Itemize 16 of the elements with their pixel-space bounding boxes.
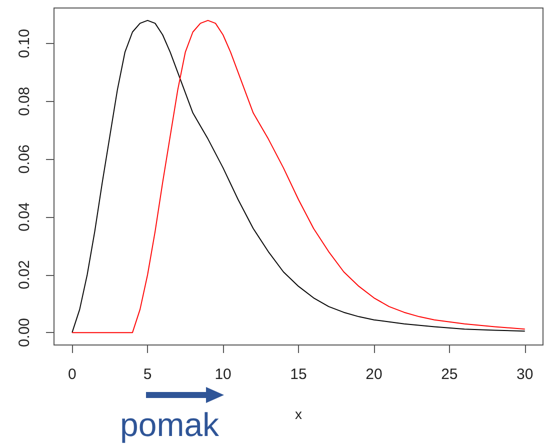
- x-axis-title: x: [295, 406, 302, 422]
- y-tick-label: 0.10: [16, 28, 33, 58]
- line-series: [72, 20, 526, 334]
- x-tick-label: 0: [68, 366, 76, 383]
- x-tick-label: 15: [290, 366, 307, 383]
- y-tick-label: 0.06: [16, 144, 33, 174]
- y-tick-label: 0.04: [16, 202, 33, 232]
- x-tick-label: 25: [441, 366, 458, 383]
- y-tick-label: 0.02: [16, 260, 33, 290]
- x-tick-label: 30: [516, 366, 534, 383]
- y-tick-label: 0.08: [16, 86, 33, 116]
- y-tick-label: 0.00: [16, 318, 33, 348]
- x-tick-label: 5: [143, 366, 152, 383]
- x-tick-label: 20: [366, 366, 382, 383]
- text: pomak: [120, 406, 220, 443]
- x-tick-label: 10: [214, 366, 232, 383]
